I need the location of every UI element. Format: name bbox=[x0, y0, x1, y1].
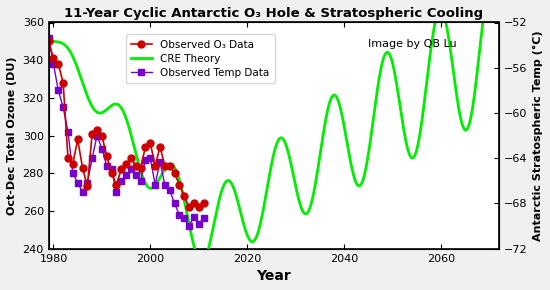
Observed O₃ Data bbox=[152, 164, 158, 167]
Observed O₃ Data bbox=[138, 166, 144, 169]
Observed O₃ Data bbox=[65, 156, 72, 160]
CRE Theory bbox=[50, 40, 57, 43]
Observed O₃ Data bbox=[60, 81, 67, 85]
CRE Theory bbox=[439, 9, 446, 13]
Observed Temp Data bbox=[157, 160, 163, 164]
Observed Temp Data bbox=[108, 168, 115, 171]
Observed Temp Data bbox=[94, 134, 100, 137]
Observed O₃ Data bbox=[113, 183, 120, 186]
Observed O₃ Data bbox=[176, 183, 183, 186]
Observed Temp Data bbox=[118, 179, 124, 182]
Observed Temp Data bbox=[181, 217, 188, 220]
Observed Temp Data bbox=[89, 156, 96, 160]
Observed Temp Data bbox=[142, 158, 148, 162]
Observed O₃ Data bbox=[171, 171, 178, 175]
Observed O₃ Data bbox=[191, 202, 197, 205]
Text: Image by QB Lu: Image by QB Lu bbox=[368, 39, 457, 49]
Observed O₃ Data bbox=[128, 156, 134, 160]
Observed Temp Data bbox=[176, 213, 183, 216]
Observed O₃ Data bbox=[89, 132, 96, 135]
Observed Temp Data bbox=[200, 217, 207, 220]
Observed O₃ Data bbox=[74, 137, 81, 141]
Observed Temp Data bbox=[195, 222, 202, 226]
Observed Temp Data bbox=[69, 171, 76, 175]
Observed Temp Data bbox=[186, 224, 192, 228]
Observed O₃ Data bbox=[84, 185, 91, 188]
Observed Temp Data bbox=[133, 173, 139, 177]
Observed O₃ Data bbox=[94, 128, 100, 132]
Observed Temp Data bbox=[191, 215, 197, 218]
Observed O₃ Data bbox=[200, 202, 207, 205]
Observed O₃ Data bbox=[166, 164, 173, 167]
Observed O₃ Data bbox=[55, 62, 62, 66]
Observed O₃ Data bbox=[108, 171, 115, 175]
Observed O₃ Data bbox=[103, 155, 110, 158]
Observed Temp Data bbox=[79, 190, 86, 194]
Observed Temp Data bbox=[98, 147, 105, 151]
Y-axis label: Antarctic Stratospheric Temp (°C): Antarctic Stratospheric Temp (°C) bbox=[533, 30, 543, 241]
Observed Temp Data bbox=[50, 62, 57, 66]
Observed Temp Data bbox=[138, 179, 144, 182]
Observed O₃ Data bbox=[79, 166, 86, 169]
Title: 11-Year Cyclic Antarctic O₃ Hole & Stratospheric Cooling: 11-Year Cyclic Antarctic O₃ Hole & Strat… bbox=[64, 7, 483, 20]
CRE Theory bbox=[128, 132, 134, 135]
Observed O₃ Data bbox=[69, 162, 76, 166]
CRE Theory bbox=[221, 182, 228, 186]
CRE Theory bbox=[200, 263, 206, 266]
Observed Temp Data bbox=[55, 89, 62, 92]
Observed Temp Data bbox=[123, 173, 129, 177]
Observed Temp Data bbox=[65, 130, 72, 133]
Observed O₃ Data bbox=[118, 168, 124, 171]
Observed Temp Data bbox=[113, 190, 120, 194]
Observed O₃ Data bbox=[133, 164, 139, 167]
Y-axis label: Oct-Dec Total Ozone (DU): Oct-Dec Total Ozone (DU) bbox=[7, 56, 17, 215]
Observed O₃ Data bbox=[98, 134, 105, 137]
Line: Observed O₃ Data: Observed O₃ Data bbox=[45, 38, 207, 211]
CRE Theory bbox=[101, 110, 108, 113]
Observed Temp Data bbox=[147, 156, 153, 160]
Observed O₃ Data bbox=[50, 57, 57, 60]
Observed O₃ Data bbox=[45, 40, 52, 43]
Observed O₃ Data bbox=[142, 145, 148, 148]
X-axis label: Year: Year bbox=[256, 269, 291, 283]
CRE Theory bbox=[240, 222, 247, 226]
Legend: Observed O₃ Data, CRE Theory, Observed Temp Data: Observed O₃ Data, CRE Theory, Observed T… bbox=[126, 35, 274, 83]
Line: Observed Temp Data: Observed Temp Data bbox=[45, 34, 207, 229]
Line: CRE Theory: CRE Theory bbox=[53, 0, 499, 264]
Observed O₃ Data bbox=[195, 205, 202, 209]
Observed Temp Data bbox=[45, 36, 52, 39]
Observed Temp Data bbox=[166, 188, 173, 192]
Observed O₃ Data bbox=[181, 194, 188, 197]
Observed O₃ Data bbox=[186, 205, 192, 209]
Observed Temp Data bbox=[152, 183, 158, 186]
Observed O₃ Data bbox=[157, 145, 163, 148]
Observed Temp Data bbox=[74, 181, 81, 184]
Observed Temp Data bbox=[60, 106, 67, 109]
Observed O₃ Data bbox=[147, 141, 153, 145]
Observed Temp Data bbox=[84, 181, 91, 184]
Observed Temp Data bbox=[162, 183, 168, 186]
Observed O₃ Data bbox=[162, 164, 168, 167]
Observed Temp Data bbox=[128, 168, 134, 171]
Observed O₃ Data bbox=[123, 162, 129, 166]
Observed Temp Data bbox=[103, 164, 110, 167]
Observed Temp Data bbox=[171, 202, 178, 205]
